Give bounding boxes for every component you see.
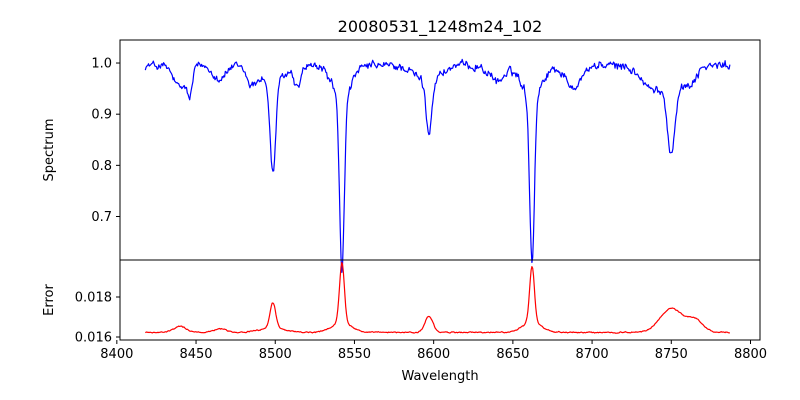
error-panel: 0.016 0.018 Error bbox=[42, 259, 761, 346]
error-y-axis: 0.016 0.018 bbox=[75, 291, 120, 346]
error-panel-frame bbox=[119, 259, 761, 341]
x-tick-label: 8500 bbox=[259, 347, 292, 362]
x-tick-label: 8800 bbox=[734, 347, 767, 362]
x-tick-label: 8700 bbox=[576, 347, 609, 362]
error-y-tick-label: 0.016 bbox=[75, 331, 112, 346]
spectrum-y-axis-label: Spectrum bbox=[42, 119, 57, 182]
spectrum-y-tick-label: 0.7 bbox=[91, 210, 112, 225]
spectrum-y-tick-label: 0.9 bbox=[91, 108, 112, 123]
spectrum-series-line bbox=[144, 58, 731, 273]
spectrum-y-tick-label: 0.8 bbox=[91, 159, 112, 174]
spectrum-plot-area bbox=[144, 58, 731, 273]
spectrum-y-tick-label: 1.0 bbox=[91, 57, 112, 72]
x-tick-label: 8550 bbox=[338, 347, 371, 362]
x-tick-label: 8400 bbox=[100, 347, 133, 362]
x-axis: 8400 8450 8500 8550 8600 8650 8700 8750 8800 bbox=[100, 340, 767, 362]
error-plot-area bbox=[145, 261, 730, 334]
error-y-tick-label: 0.018 bbox=[75, 291, 112, 306]
spectrum-y-axis: 0.7 0.8 0.9 1.0 bbox=[91, 57, 120, 225]
x-axis-label: Wavelength bbox=[401, 369, 478, 384]
x-tick-label: 8650 bbox=[496, 347, 529, 362]
x-tick-label: 8600 bbox=[417, 347, 450, 362]
chart-title: 20080531_1248m24_102 bbox=[338, 17, 543, 37]
error-y-axis-label: Error bbox=[42, 284, 57, 316]
x-tick-label: 8450 bbox=[179, 347, 212, 362]
spectrum-panel: 0.7 0.8 0.9 1.0 Spectrum bbox=[42, 39, 761, 273]
error-series-line bbox=[145, 261, 730, 334]
x-tick-label: 8750 bbox=[655, 347, 688, 362]
